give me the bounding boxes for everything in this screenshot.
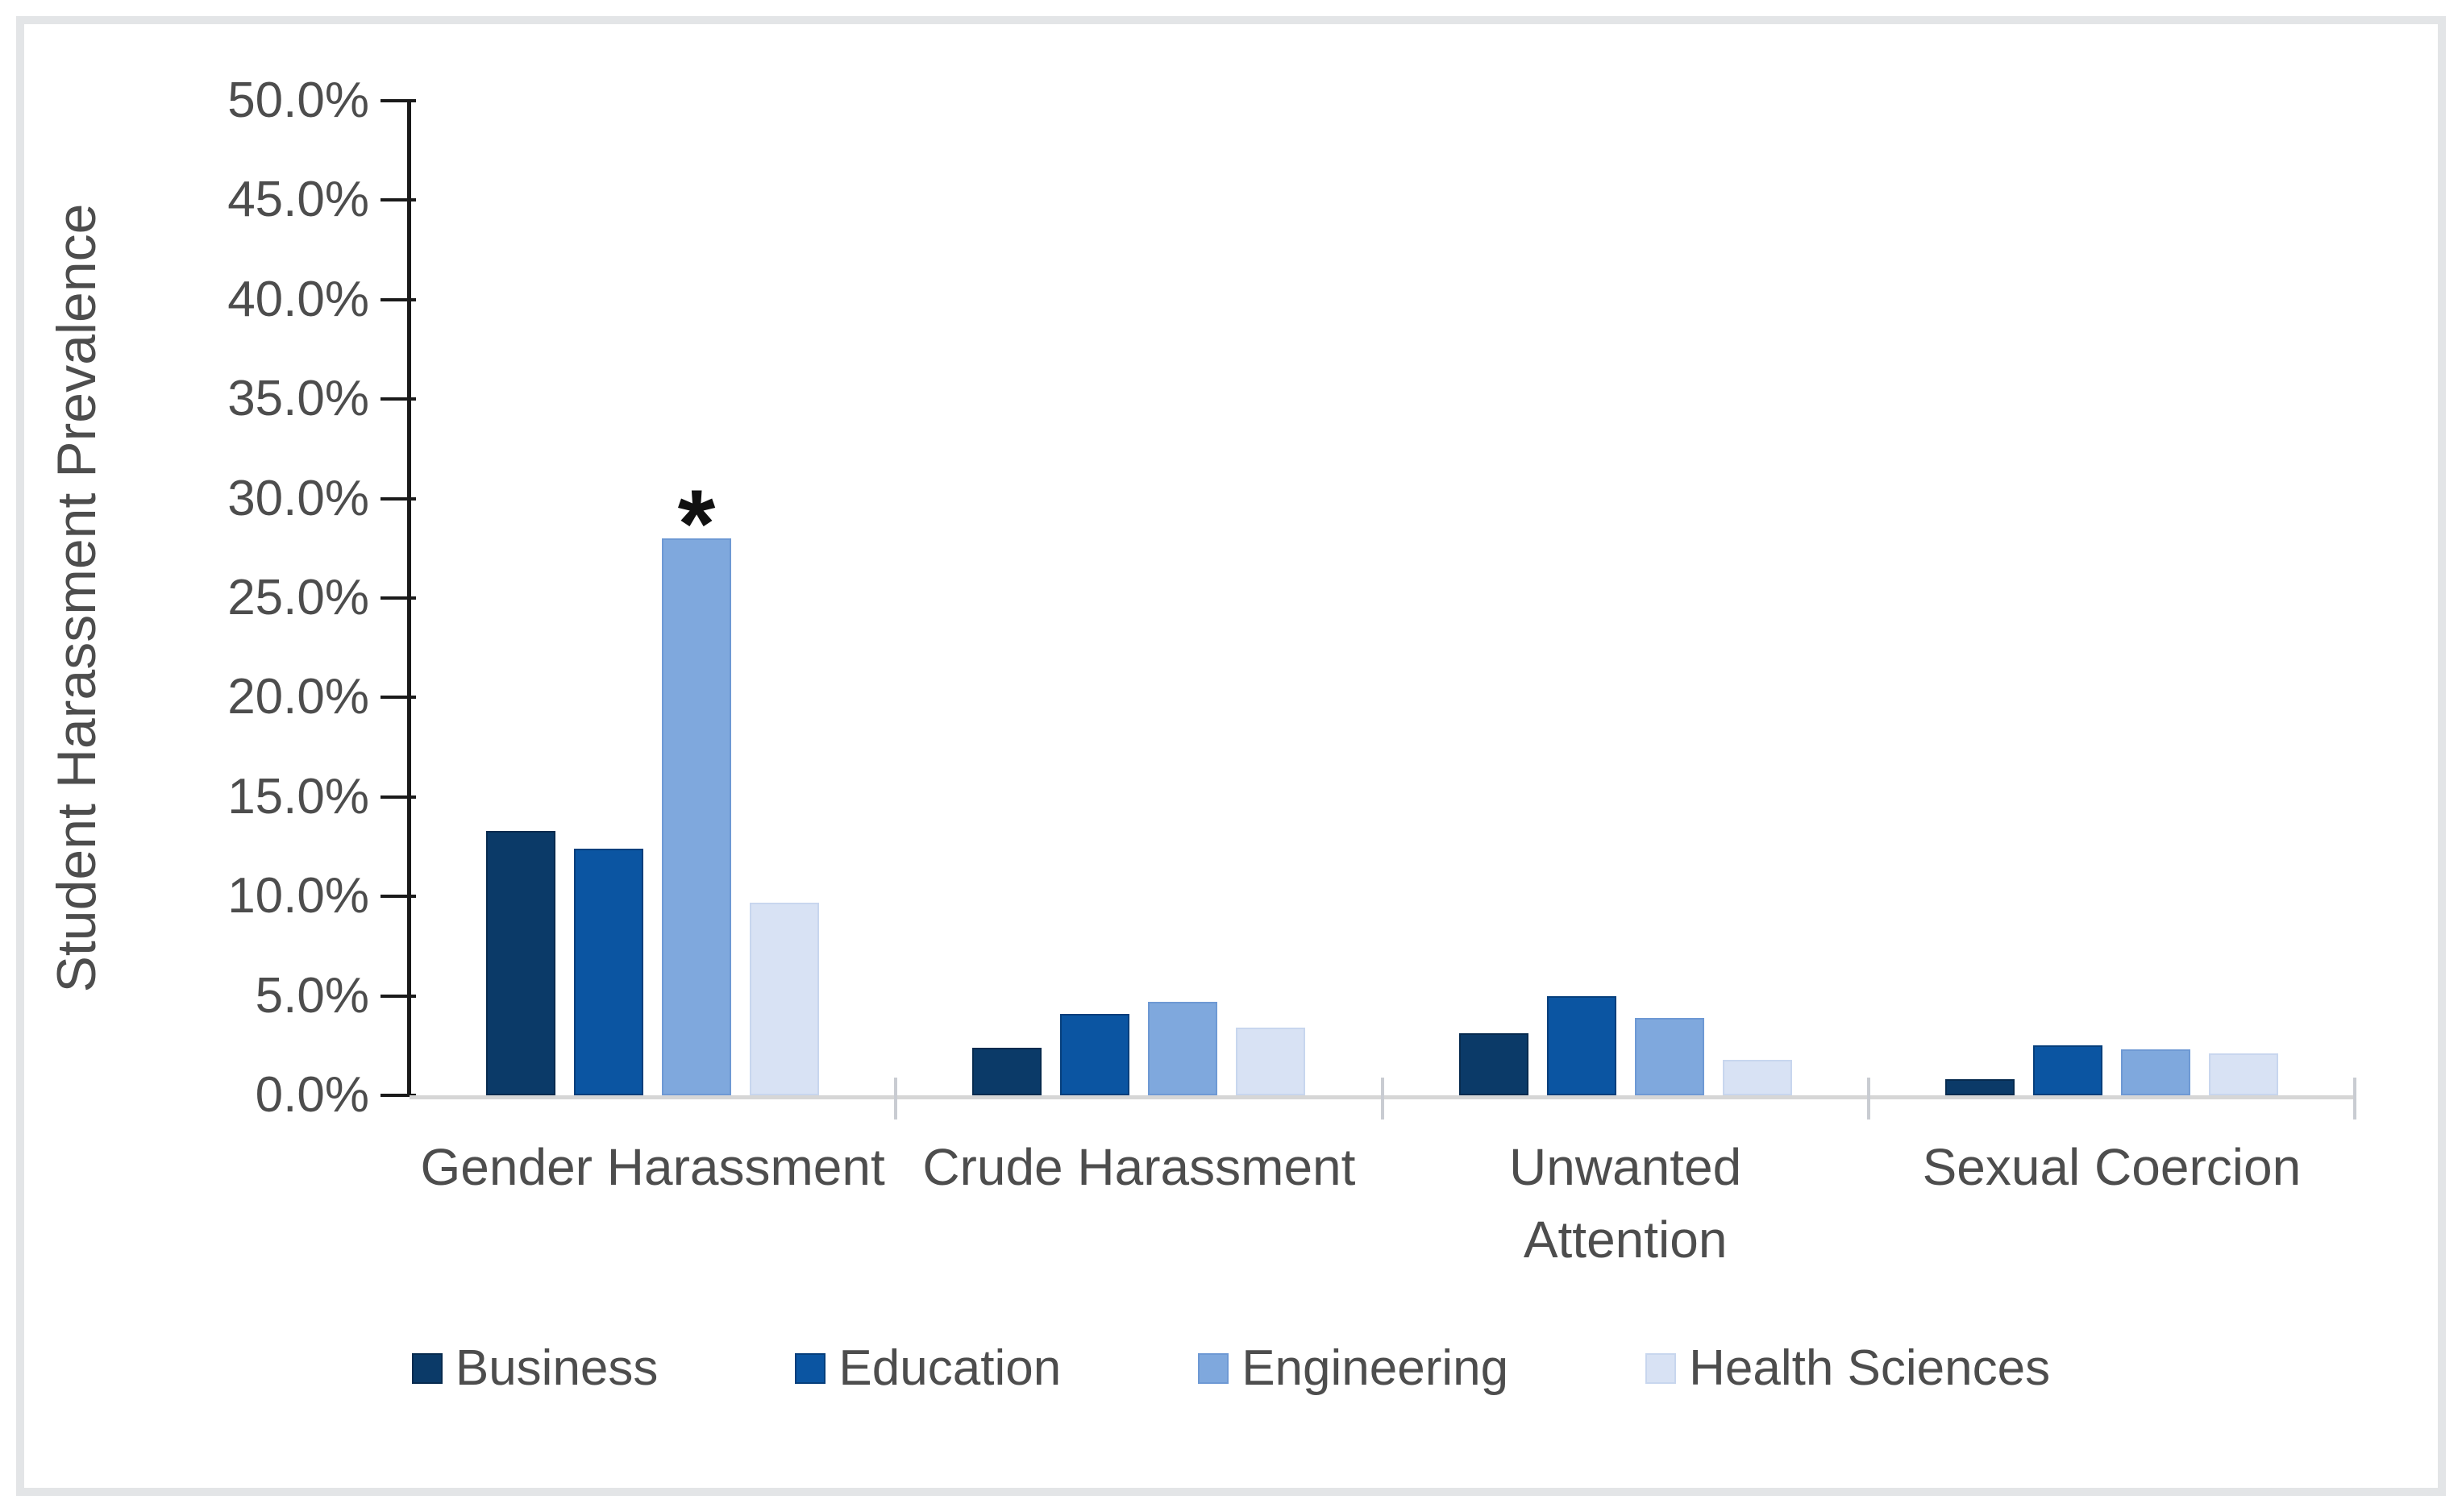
y-tick-mark — [381, 795, 416, 799]
y-tick-label: 15.0% — [227, 768, 369, 825]
legend-item-health-sciences: Health Sciences — [1645, 1340, 2050, 1397]
x-category-label: Crude Harassment — [922, 1138, 1356, 1196]
legend-swatch-health-sciences — [1645, 1352, 1677, 1384]
y-tick-label: 5.0% — [255, 967, 369, 1024]
x-axis-category-tick — [894, 1078, 898, 1119]
legend-item-education: Education — [795, 1340, 1061, 1397]
y-tick-label: 50.0% — [227, 73, 369, 128]
y-tick-label: 45.0% — [227, 172, 369, 228]
bar-education-unwanted-attention — [1546, 995, 1616, 1095]
legend: Business Education Engineering Health Scien… — [0, 1340, 2462, 1397]
bar-business-crude-harassment — [972, 1047, 1042, 1095]
bar-engineering-gender-harassment — [662, 538, 731, 1095]
legend-swatch-business — [411, 1352, 443, 1384]
legend-label: Health Sciences — [1689, 1340, 2051, 1396]
bar-engineering-sexual-coercion — [2120, 1049, 2190, 1095]
bar-education-sexual-coercion — [2032, 1045, 2102, 1095]
legend-item-engineering: Engineering — [1198, 1340, 1508, 1397]
bar-education-gender-harassment — [574, 848, 643, 1095]
bar-health-sciences-unwanted-attention — [1722, 1059, 1792, 1095]
legend-swatch-education — [795, 1352, 826, 1384]
bar-education-crude-harassment — [1060, 1013, 1130, 1095]
y-tick-label: 35.0% — [227, 371, 369, 427]
x-axis-category-tick — [2353, 1078, 2356, 1119]
x-axis-category-tick — [1866, 1078, 1870, 1119]
x-category-label: Gender Harassment — [420, 1138, 885, 1196]
y-tick-mark — [381, 596, 416, 600]
y-tick-mark — [381, 496, 416, 501]
bar-business-unwanted-attention — [1458, 1033, 1528, 1095]
y-axis-title: Student Harassment Prevalence — [46, 203, 107, 993]
bar-business-gender-harassment — [486, 830, 555, 1095]
y-tick-mark — [381, 297, 416, 301]
figure-border-frame — [16, 16, 2446, 1496]
y-tick-label: 25.0% — [227, 570, 369, 625]
x-category-label: Sexual Coercion — [1922, 1138, 2302, 1196]
bar-business-sexual-coercion — [1944, 1079, 2015, 1095]
y-tick-label: 40.0% — [227, 271, 369, 327]
y-tick-label: 10.0% — [227, 868, 369, 924]
y-tick-mark — [381, 895, 416, 899]
bar-engineering-unwanted-attention — [1634, 1017, 1704, 1095]
bar-health-sciences-crude-harassment — [1236, 1028, 1306, 1095]
significance-asterisk: * — [677, 469, 716, 578]
y-tick-label: 30.0% — [227, 470, 369, 526]
bar-health-sciences-sexual-coercion — [2208, 1053, 2278, 1095]
x-axis-category-tick — [1380, 1078, 1384, 1119]
y-tick-label: 0.0% — [255, 1067, 369, 1123]
x-category-label: Unwanted Attention — [1509, 1138, 1742, 1269]
y-axis-tick-labels: 50.0% 45.0% 40.0% 35.0% 30.0% 25.0% 20.0% 15.0%… — [103, 0, 369, 1512]
legend-label: Education — [838, 1340, 1062, 1396]
y-tick-mark — [381, 397, 416, 401]
bar-health-sciences-gender-harassment — [750, 902, 819, 1095]
y-tick-mark — [381, 1094, 416, 1097]
y-tick-mark — [381, 994, 416, 998]
y-tick-mark — [381, 696, 416, 700]
y-tick-mark — [381, 198, 416, 202]
legend-swatch-engineering — [1198, 1352, 1229, 1384]
legend-label: Engineering — [1241, 1340, 1509, 1396]
legend-item-business: Business — [411, 1340, 659, 1397]
y-tick-label: 20.0% — [227, 669, 369, 725]
y-tick-mark — [381, 99, 416, 102]
bar-engineering-crude-harassment — [1148, 1002, 1218, 1095]
legend-label: Business — [455, 1340, 659, 1396]
